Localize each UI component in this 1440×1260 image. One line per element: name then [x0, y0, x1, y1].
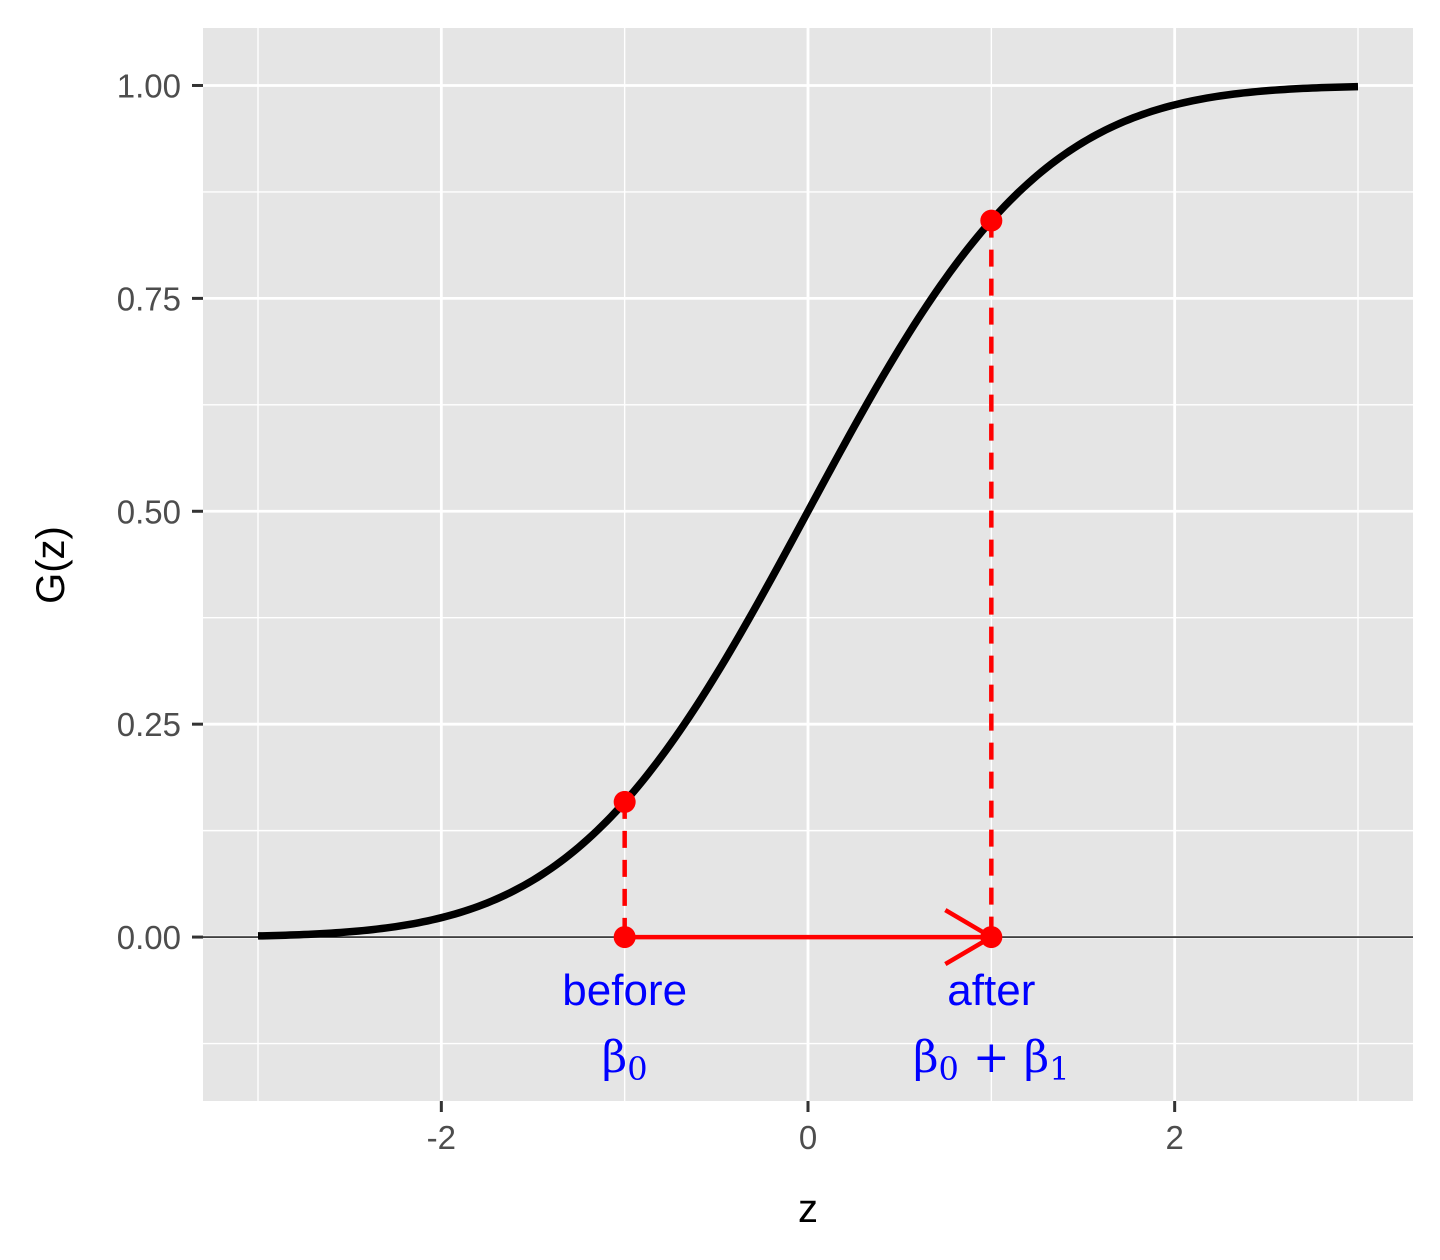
x-tick-label: -2: [427, 1119, 456, 1156]
x-tick-label: 0: [799, 1119, 817, 1156]
beta-symbol: β: [1024, 1032, 1049, 1083]
subscript: 0: [939, 1050, 959, 1088]
y-tick-label: 0.50: [117, 493, 181, 530]
cdf-curve: [257, 82, 1359, 940]
y-tick-label: 0.00: [117, 919, 181, 956]
y-axis-title: G(z): [29, 526, 73, 604]
annotation-label: before: [562, 966, 687, 1015]
subscript: 0: [627, 1050, 647, 1088]
data-point: [980, 926, 1003, 949]
beta-symbol: β: [602, 1032, 627, 1083]
annotation-math: β0 + β1: [913, 1032, 1069, 1088]
plus-operator: +: [959, 1032, 1024, 1083]
curve-layer: [257, 82, 1359, 940]
x-axis-title: z: [798, 1187, 818, 1231]
y-tick-label: 0.25: [117, 706, 181, 743]
annotation-math: β0: [602, 1032, 648, 1088]
data-point: [613, 790, 636, 813]
y-tick-label: 1.00: [117, 67, 181, 104]
x-tick-label: 2: [1165, 1119, 1183, 1156]
data-point: [613, 926, 636, 949]
beta-symbol: β: [913, 1032, 938, 1083]
axes: -2 0 2 0.00 0.25 0.50 0.75 1.00: [117, 67, 1184, 1156]
y-tick-label: 0.75: [117, 280, 181, 317]
annotation-label: after: [947, 966, 1035, 1015]
point-layer: [613, 209, 1003, 949]
subscript: 1: [1049, 1050, 1069, 1088]
data-point: [980, 209, 1003, 232]
